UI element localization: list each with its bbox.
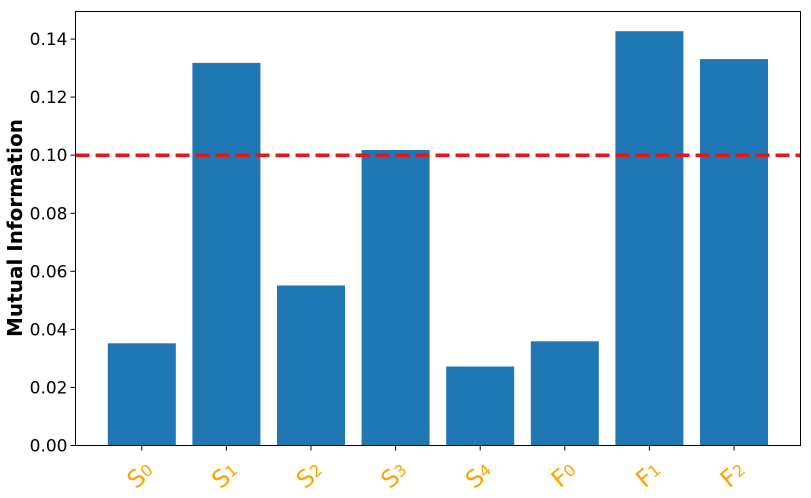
y-tick-label: 0.08	[30, 204, 68, 224]
plot-frame	[75, 11, 801, 446]
y-axis: 0.00 0.02 0.04 0.06 0.08 0.10 0.12 0.14	[30, 30, 76, 457]
y-tick-label: 0.00	[30, 437, 68, 457]
x-tick-label-s2: S2	[291, 456, 328, 494]
x-tick-label: S0	[121, 456, 158, 494]
x-tick-label-f2: F2	[715, 456, 751, 493]
bar-f0	[530, 341, 599, 446]
bar-s1	[192, 62, 261, 446]
bar-f1	[615, 31, 684, 446]
y-tick-label: 0.14	[30, 30, 68, 50]
y-tick-label: 0.02	[30, 378, 68, 398]
x-tick-label-s0: S0	[121, 456, 158, 494]
bar-s2	[277, 285, 345, 446]
y-tick-label: 0.12	[30, 88, 68, 108]
bar-s4	[446, 366, 515, 446]
y-tick-label: 0.10	[30, 146, 68, 166]
x-axis: S0 S1 S2 S3 S4 F0 F1 F2	[121, 445, 751, 494]
y-tick-label: 0.06	[30, 262, 68, 282]
x-tick-label-f1: F1	[630, 456, 666, 493]
bar-s3	[361, 150, 430, 446]
x-tick-label-s4: S4	[460, 456, 497, 494]
x-tick-label: S2	[291, 456, 328, 494]
x-tick-label: F0	[546, 456, 582, 493]
x-tick-label: S3	[375, 456, 412, 494]
x-tick-label: S1	[206, 456, 243, 494]
x-tick-label: S4	[460, 456, 497, 494]
y-axis-title: Mutual Information	[3, 119, 27, 337]
bar-f2	[700, 59, 768, 446]
x-tick-label: F2	[715, 456, 751, 493]
bars-group	[107, 31, 768, 446]
x-tick-label-s1: S1	[206, 456, 243, 494]
bar-s0	[107, 343, 176, 446]
x-tick-label: F1	[630, 456, 666, 493]
y-tick-label: 0.04	[30, 320, 68, 340]
x-tick-label-s3: S3	[375, 456, 412, 494]
x-tick-label-f0: F0	[546, 456, 582, 493]
